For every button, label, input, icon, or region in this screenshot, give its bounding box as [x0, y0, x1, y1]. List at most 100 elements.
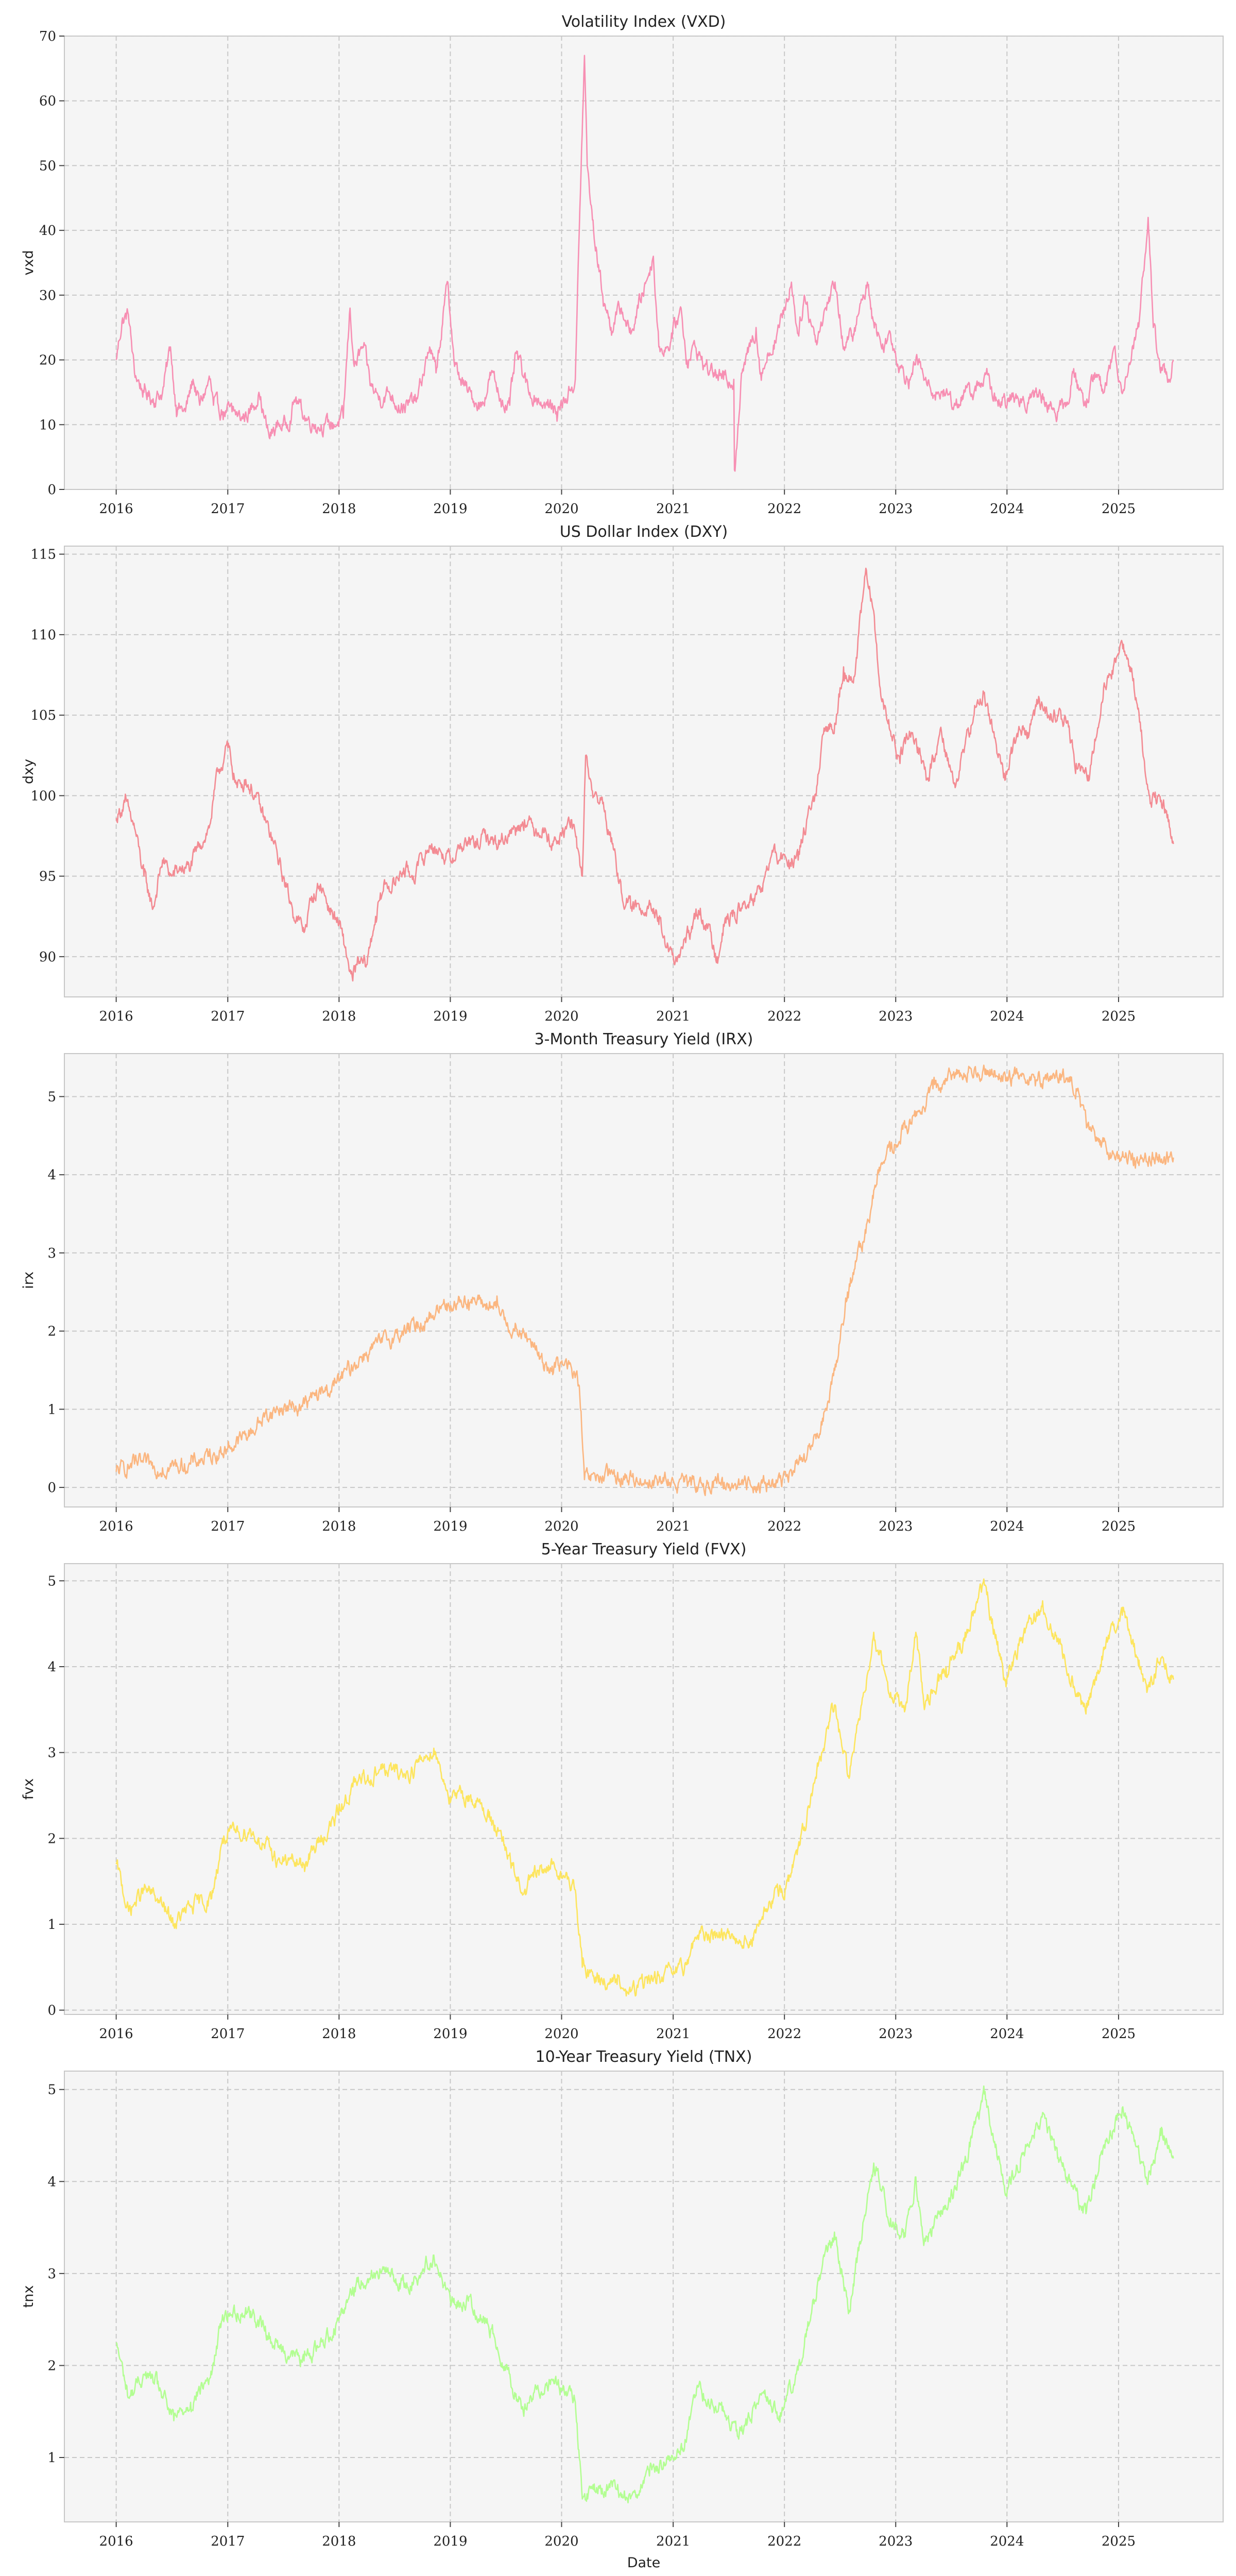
y-axis-label: tnx	[21, 2285, 37, 2308]
y-tick-label: 100	[30, 788, 56, 804]
plot-area	[64, 1563, 1224, 2015]
series-line-fvx	[115, 1578, 1174, 1997]
y-axis-label: irx	[21, 1272, 37, 1289]
series-line-dxy	[115, 567, 1174, 982]
x-tick-label: 2019	[433, 1519, 467, 1534]
y-tick-label: 0	[47, 1480, 56, 1496]
y-tick-label: 0	[47, 2003, 56, 2019]
x-tick-label: 2022	[767, 501, 801, 517]
plot-area	[64, 1053, 1224, 1507]
y-tick-label: 4	[47, 1167, 56, 1183]
x-tick-label: 2023	[879, 2026, 913, 2042]
y-tick-label: 40	[39, 223, 56, 239]
x-tick-label: 2024	[990, 2026, 1024, 2042]
x-tick-label: 2019	[433, 2026, 467, 2042]
x-tick-label: 2020	[544, 1519, 578, 1534]
series-line-tnx	[115, 2085, 1174, 2504]
x-tick-label: 2024	[990, 2534, 1024, 2549]
x-tick-label: 2022	[767, 2026, 801, 2042]
y-tick-label: 30	[39, 288, 56, 303]
y-tick-label: 90	[39, 950, 56, 965]
x-tick-label: 2020	[544, 2026, 578, 2042]
x-tick-label: 2018	[322, 501, 356, 517]
y-axis-label: vxd	[21, 250, 37, 275]
y-tick-label: 1	[47, 1917, 56, 1933]
chart-title: Volatility Index (VXD)	[562, 13, 726, 31]
chart-title: 10-Year Treasury Yield (TNX)	[536, 2048, 752, 2066]
y-tick-label: 1	[47, 1402, 56, 1417]
x-tick-label: 2016	[99, 1009, 133, 1024]
x-tick-label: 2019	[433, 1009, 467, 1024]
y-tick-label: 10	[39, 417, 56, 433]
y-tick-label: 4	[47, 1659, 56, 1675]
x-tick-label: 2017	[211, 1009, 245, 1024]
x-tick-label: 2019	[433, 501, 467, 517]
x-tick-label: 2023	[879, 501, 913, 517]
chart-title: US Dollar Index (DXY)	[560, 523, 728, 541]
x-tick-label: 2019	[433, 2534, 467, 2549]
x-tick-label: 2017	[211, 501, 245, 517]
fvx-panel: 0 1 2 3 4 5 2016 2017 2018 2019 2020 2021 2022 2023 20…	[21, 1540, 1224, 2042]
y-tick-label: 5	[47, 1089, 56, 1105]
tnx-panel: 1 2 3 4 5 2016 2017 2018 2019 2020 2021 2022 2023 202…	[21, 2048, 1224, 2549]
x-tick-label: 2025	[1102, 2026, 1136, 2042]
x-tick-label: 2016	[99, 2534, 133, 2549]
y-tick-label: 2	[47, 2358, 56, 2374]
x-tick-label: 2025	[1102, 501, 1136, 517]
y-tick-label: 5	[47, 2082, 56, 2098]
y-tick-label: 3	[47, 1745, 56, 1761]
x-tick-label: 2025	[1102, 2534, 1136, 2549]
x-tick-label: 2018	[322, 1009, 356, 1024]
x-tick-label: 2021	[656, 2534, 690, 2549]
y-tick-label: 3	[47, 1246, 56, 1261]
irx-panel: 0 1 2 3 4 5 2016 2017 2018 2019 2020 2021 2022 2023 20…	[21, 1030, 1224, 1534]
y-tick-label: 1	[47, 2450, 56, 2466]
dxy-panel: 90 95 100 105 110 115 2016 2017 2018 2019 2020 2021…	[21, 523, 1224, 1024]
x-tick-label: 2025	[1102, 1519, 1136, 1534]
x-tick-label: 2024	[990, 1009, 1024, 1024]
y-tick-label: 2	[47, 1324, 56, 1340]
x-tick-label: 2020	[544, 1009, 578, 1024]
x-tick-label: 2021	[656, 1519, 690, 1534]
y-tick-label: 3	[47, 2266, 56, 2282]
x-tick-label: 2016	[99, 501, 133, 517]
y-tick-label: 0	[47, 482, 56, 498]
y-tick-label: 20	[39, 353, 56, 368]
x-tick-label: 2023	[879, 2534, 913, 2549]
x-tick-label: 2017	[211, 2534, 245, 2549]
y-axis-label: fvx	[21, 1778, 37, 1800]
x-tick-label: 2024	[990, 1519, 1024, 1534]
x-tick-label: 2017	[211, 1519, 245, 1534]
x-tick-label: 2020	[544, 501, 578, 517]
x-tick-label: 2018	[322, 1519, 356, 1534]
y-tick-label: 95	[39, 869, 56, 885]
y-tick-label: 110	[30, 628, 56, 643]
x-tick-label: 2022	[767, 2534, 801, 2549]
chart-title: 5-Year Treasury Yield (FVX)	[541, 1540, 747, 1558]
x-tick-label: 2022	[767, 1519, 801, 1534]
x-tick-label: 2024	[990, 501, 1024, 517]
plot-area	[64, 36, 1224, 490]
plot-area	[64, 2071, 1224, 2522]
y-tick-label: 115	[30, 547, 56, 563]
y-tick-label: 5	[47, 1573, 56, 1589]
x-tick-label: 2018	[322, 2026, 356, 2042]
y-tick-label: 4	[47, 2174, 56, 2190]
x-tick-label: 2020	[544, 2534, 578, 2549]
x-tick-label: 2017	[211, 2026, 245, 2042]
x-axis-label: Date	[627, 2555, 661, 2571]
chart-title: 3-Month Treasury Yield (IRX)	[535, 1030, 753, 1048]
x-tick-label: 2023	[879, 1519, 913, 1534]
y-axis-label: dxy	[21, 759, 37, 784]
vxd-panel: 0 10 20 30 40 50 60 70 2016 2017 2018 2019 2020 2021 2…	[21, 13, 1224, 517]
x-tick-label: 2021	[656, 1009, 690, 1024]
x-tick-label: 2022	[767, 1009, 801, 1024]
y-tick-label: 50	[39, 158, 56, 174]
x-tick-label: 2016	[99, 1519, 133, 1534]
x-tick-label: 2025	[1102, 1009, 1136, 1024]
x-tick-label: 2018	[322, 2534, 356, 2549]
x-tick-label: 2021	[656, 2026, 690, 2042]
y-tick-label: 2	[47, 1831, 56, 1846]
y-tick-label: 70	[39, 29, 56, 44]
